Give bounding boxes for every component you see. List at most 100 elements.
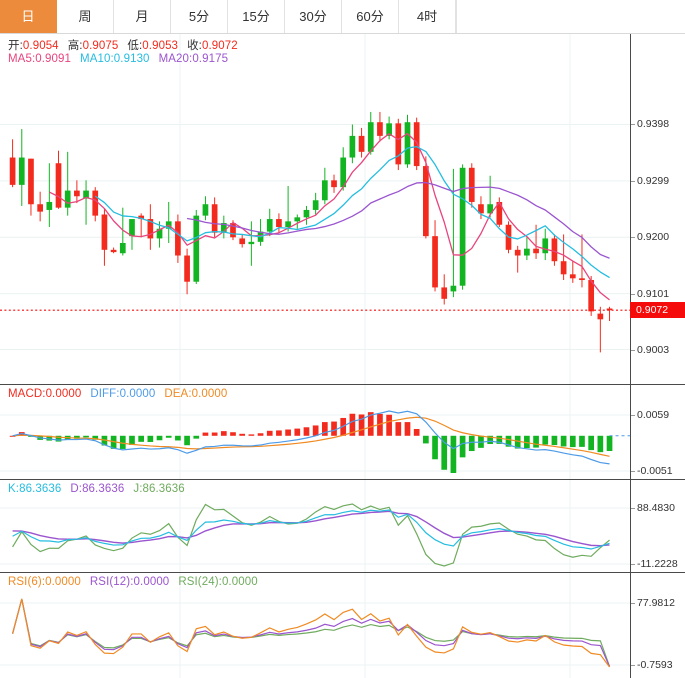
legend-item: 低:0.9053 [127,40,178,52]
period-tab-7[interactable]: 4时 [399,0,456,33]
legend-item: J:86.3636 [133,483,184,495]
price-axis: 0.9398 0.9299 0.9200 0.9101 0.9003 [630,34,685,384]
period-tab-1[interactable]: 周 [57,0,114,33]
legend-value: 0.9075 [82,40,119,52]
price-axis-label: 0.9299 [637,174,670,187]
axis-tick [631,180,635,182]
macd-axis-label: 0.0059 [637,409,670,421]
axis-tick [631,415,635,416]
price-axis-label: 0.9101 [637,287,670,300]
rsi-axis-label: 77.9812 [637,597,675,609]
legend-label: K: [8,483,20,495]
legend-value: 0.0000 [191,388,228,400]
macd-legend: MACD:0.0000 DIFF:0.0000 DEA:0.0000 [8,388,236,400]
legend-item: K:86.3636 [8,483,61,495]
legend-value: 0.9175 [192,53,229,65]
legend-item: 收:0.9072 [187,40,238,52]
legend-item: D:86.3636 [70,483,124,495]
legend-value: 0.9091 [35,53,72,65]
legend-value: 86.3636 [19,483,62,495]
legend-item: RSI(24):0.0000 [178,576,257,588]
macd-axis-label: -0.0051 [637,465,673,477]
period-tab-4[interactable]: 15分 [228,0,285,33]
legend-value: 0.0000 [45,388,82,400]
kdj-panel: K:86.3636 D:86.3636 J:86.3636 88.4830 -11.2… [0,479,685,572]
legend-value: 0.0000 [221,576,258,588]
legend-value: 0.9053 [142,40,179,52]
price-panel: 开:0.9054 高:0.9075 低:0.9053 收:0.9072 MA5:0.9… [0,34,685,384]
macd-panel: MACD:0.0000 DIFF:0.0000 DEA:0.0000 0.0059-… [0,384,685,479]
legend-item: RSI(6):0.0000 [8,576,81,588]
legend-label: RSI(6): [8,576,46,588]
legend-item: MACD:0.0000 [8,388,81,400]
legend-label: 低: [127,40,143,52]
legend-label: DIFF: [90,388,120,400]
kdj-legend: K:86.3636 D:86.3636 J:86.3636 [8,483,194,495]
axis-tick [631,603,635,604]
legend-value: 0.9130 [113,53,150,65]
legend-item: MA10:0.9130 [80,53,150,65]
macd-axis: 0.0059 -0.0051 [630,385,685,479]
rsi-plot[interactable] [0,573,630,678]
rsi-panel: RSI(6):0.0000 RSI(12):0.0000 RSI(24):0.000… [0,572,685,678]
price-legend-ma: MA5:0.9091 MA10:0.9130 MA20:0.9175 [8,53,237,65]
axis-tick [631,293,635,295]
kdj-axis: 88.4830 -11.2228 [630,480,685,572]
axis-tick [631,471,635,472]
price-axis-label: 0.9398 [637,118,670,131]
period-tab-0[interactable]: 日 [0,0,57,33]
legend-label: 收: [187,40,202,52]
legend-item: MA5:0.9091 [8,53,71,65]
period-tab-5[interactable]: 30分 [285,0,342,33]
axis-tick [631,665,635,666]
legend-label: MA10: [80,53,114,65]
price-axis-label: 0.9003 [637,343,670,356]
legend-value: 0.0000 [45,576,81,588]
kdj-axis-label: -11.2228 [637,558,678,570]
legend-value: 0.9054 [22,40,59,52]
legend-label: RSI(24): [178,576,222,588]
legend-label: J: [133,483,143,495]
legend-item: DEA:0.0000 [164,388,227,400]
price-plot[interactable] [0,34,630,384]
price-legend-ohlc: 开:0.9054 高:0.9075 低:0.9053 收:0.9072 [8,37,247,53]
rsi-legend: RSI(6):0.0000 RSI(12):0.0000 RSI(24):0.000… [8,576,267,588]
macd-plot[interactable] [0,385,630,479]
legend-item: DIFF:0.0000 [90,388,155,400]
legend-label: MACD: [8,388,46,400]
legend-label: D: [70,483,83,495]
legend-value: 0.0000 [133,576,170,588]
axis-tick [631,349,635,351]
legend-label: MA5: [8,53,36,65]
kdj-plot[interactable] [0,480,630,572]
legend-label: 高: [67,40,83,52]
legend-item: MA20:0.9175 [159,53,229,65]
price-axis-label: 0.9200 [637,231,670,244]
period-tabbar[interactable]: 日周月 5分 15分 30分 60分 4时 [0,0,685,34]
kdj-axis-label: 88.4830 [637,502,675,514]
legend-item: 开:0.9054 [8,40,59,52]
current-price-tag: 0.9072 [630,302,685,319]
rsi-axis-label: -0.7593 [637,659,673,671]
rsi-axis: 77.9812 -0.7593 [630,573,685,678]
legend-label: RSI(12): [89,576,134,588]
legend-value: 86.3636 [142,483,185,495]
legend-item: 高:0.9075 [68,40,119,52]
period-tab-3[interactable]: 5分 [171,0,228,33]
period-tab-2[interactable]: 月 [114,0,171,33]
axis-tick [631,124,635,126]
legend-value: 86.3636 [82,483,125,495]
legend-value: 0.0000 [119,388,156,400]
legend-value: 0.9072 [201,40,238,52]
legend-label: DEA: [164,388,192,400]
legend-item: RSI(12):0.0000 [90,576,169,588]
tabbar-filler [456,0,685,33]
axis-tick [631,508,635,509]
legend-label: 开: [8,40,23,52]
legend-label: MA20: [158,53,193,65]
period-tab-6[interactable]: 60分 [342,0,399,33]
chart-area: 开:0.9054 高:0.9075 低:0.9053 收:0.9072 MA5:0.9… [0,34,685,678]
axis-tick [631,564,635,565]
axis-tick [631,237,635,239]
